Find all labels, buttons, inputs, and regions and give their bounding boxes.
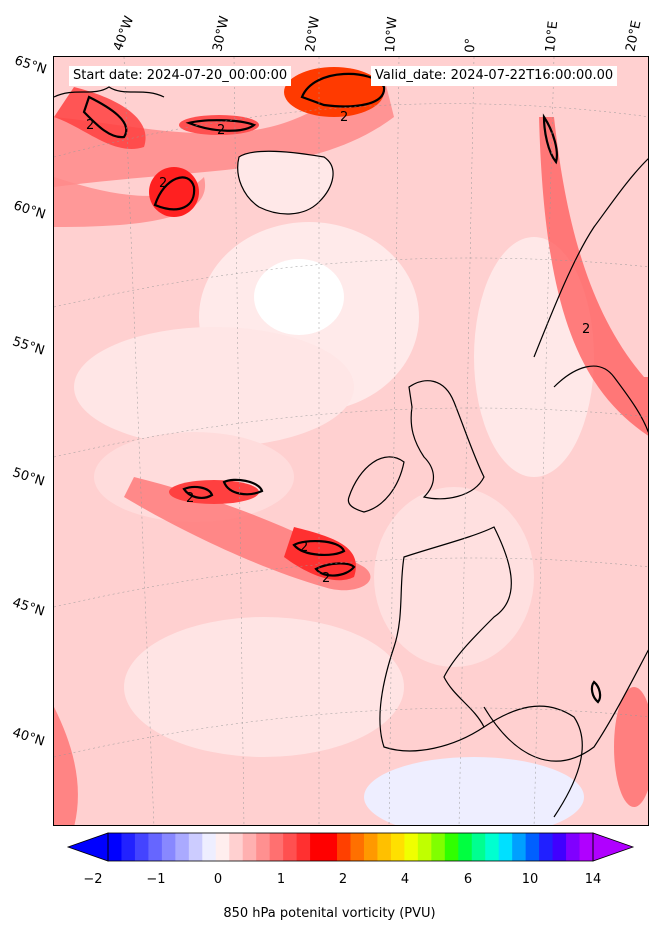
valid-date-label: Valid_date: 2024-07-22T16:00:00.00 xyxy=(371,66,618,86)
contour-label: 2 xyxy=(186,491,194,506)
start-date-label: Start date: 2024-07-20_00:00:00 xyxy=(69,66,292,86)
colorbar-cell xyxy=(566,833,581,861)
colorbar-cell xyxy=(175,833,190,861)
colorbar-cell xyxy=(471,833,486,861)
lat-label-65n: 65°N xyxy=(12,53,49,78)
colorbar-cell xyxy=(134,833,149,861)
lat-label-45n: 45°N xyxy=(10,595,47,620)
colorbar-tick: 4 xyxy=(400,872,410,887)
colorbar-cell xyxy=(337,833,351,861)
potential-vorticity-field: 2 2 2 2 2 2 2 2 xyxy=(54,57,648,825)
lon-label-20e: 20°E xyxy=(623,19,645,54)
contour-label: 2 xyxy=(300,540,308,555)
lat-label-60n: 60°N xyxy=(11,198,48,223)
colorbar-cell xyxy=(404,833,419,861)
colorbar-tick: 1 xyxy=(276,872,286,887)
lon-label-20w: 20°W xyxy=(303,15,323,53)
colorbar-cell xyxy=(363,833,378,861)
colorbar-cell xyxy=(108,833,122,861)
colorbar-tick: 0 xyxy=(213,872,223,887)
colorbar-cell xyxy=(458,833,473,861)
colorbar-cell xyxy=(161,833,176,861)
colorbar-cell xyxy=(296,833,311,861)
colorbar-label: 850 hPa potenital vorticity (PVU) xyxy=(223,906,436,921)
contour-label: 2 xyxy=(159,176,167,191)
colorbar-cell xyxy=(310,833,325,861)
lon-label-10e: 10°E xyxy=(543,20,562,54)
colorbar-cell xyxy=(390,833,405,861)
colorbar-tick: −1 xyxy=(146,872,166,887)
lon-label-40w: 40°W xyxy=(110,14,138,53)
colorbar-cell xyxy=(188,833,203,861)
colorbar-cell xyxy=(350,833,365,861)
colorbar-cell xyxy=(229,833,244,861)
colorbar-cell xyxy=(215,833,230,861)
lat-label-40n: 40°N xyxy=(10,725,47,750)
colorbar-cell xyxy=(202,833,217,861)
lon-label-0: 0° xyxy=(463,37,479,53)
colorbar-cell xyxy=(269,833,284,861)
colorbar-tick: 6 xyxy=(463,872,473,887)
colorbar-tick: 2 xyxy=(338,872,348,887)
colorbar-cell xyxy=(283,833,298,861)
contour-label: 2 xyxy=(217,123,225,138)
colorbar-cell xyxy=(417,833,432,861)
colorbar-cell xyxy=(148,833,163,861)
lon-label-30w: 30°W xyxy=(210,14,233,53)
colorbar-cell xyxy=(323,833,338,861)
colorbar-tick: 10 xyxy=(521,872,539,887)
colorbar-cell xyxy=(242,833,257,861)
lon-label-10w: 10°W xyxy=(383,16,401,53)
colorbar-cell xyxy=(121,833,136,861)
colorbar-min-extend xyxy=(66,832,109,862)
colorbar-cell xyxy=(444,833,459,861)
colorbar-cell xyxy=(512,833,527,861)
map-panel: 2 2 2 2 2 2 2 2 xyxy=(53,56,649,826)
colorbar-cell xyxy=(525,833,540,861)
colorbar-cell xyxy=(552,833,567,861)
contour-label: 2 xyxy=(340,110,348,125)
colorbar-cell xyxy=(579,833,594,861)
lat-label-55n: 55°N xyxy=(10,334,47,359)
colorbar-cell xyxy=(498,833,513,861)
colorbar-cell xyxy=(431,833,446,861)
colorbar-cell xyxy=(377,833,392,861)
contour-label: 2 xyxy=(322,571,330,586)
colorbar xyxy=(66,832,635,862)
colorbar-tick: −2 xyxy=(83,872,103,887)
colorbar-cell xyxy=(539,833,554,861)
contour-label: 2 xyxy=(582,322,590,337)
colorbar-cell xyxy=(256,833,271,861)
contour-label: 2 xyxy=(86,118,94,133)
colorbar-tick: 14 xyxy=(584,872,602,887)
colorbar-max-extend xyxy=(592,832,635,862)
colorbar-cell xyxy=(485,833,500,861)
lat-label-50n: 50°N xyxy=(10,465,47,490)
